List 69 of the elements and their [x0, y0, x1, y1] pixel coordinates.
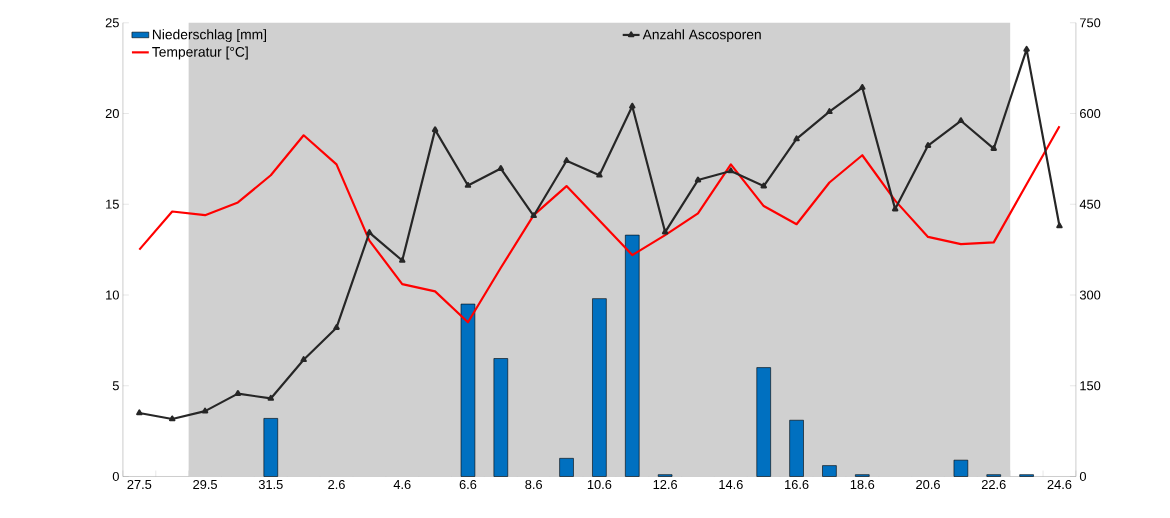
bar — [592, 298, 607, 477]
point — [957, 117, 965, 124]
x-tick-label: 2.6 — [328, 479, 345, 490]
x-tick-label: 27.5 — [127, 479, 152, 490]
point — [694, 176, 702, 183]
x-tick-label: 10.6 — [587, 479, 612, 490]
y2-tick-label: 150 — [1080, 381, 1101, 391]
y2-tick-label: 0 — [1079, 471, 1087, 481]
y2-tick-label: 600 — [1080, 108, 1101, 119]
point — [530, 212, 537, 219]
x-tick-label: 29.5 — [193, 479, 218, 490]
point — [629, 102, 636, 109]
point — [891, 205, 899, 212]
y-tick-label: 20 — [105, 108, 119, 119]
x-tick-label: 22.6 — [981, 479, 1006, 490]
point — [826, 108, 833, 114]
point — [431, 126, 439, 133]
point — [1056, 222, 1063, 229]
point — [563, 157, 570, 163]
y-tick-label: 25 — [105, 18, 119, 28]
x-tick-label: 12.6 — [653, 479, 678, 490]
x-tick-label: 14.6 — [719, 479, 743, 490]
y-tick-label: 15 — [106, 199, 119, 209]
point — [497, 164, 505, 171]
point — [760, 182, 767, 189]
x-tick-label: 24.6 — [1047, 479, 1072, 490]
x-tick-label: 31.5 — [258, 479, 283, 490]
point — [201, 407, 209, 414]
point — [793, 135, 800, 142]
legend-label: Anzahl Ascosporen — [642, 29, 761, 43]
y2-tick-label: 300 — [1079, 290, 1101, 300]
bar — [953, 459, 969, 477]
point — [300, 356, 307, 363]
point — [234, 390, 242, 396]
bar — [822, 465, 837, 477]
bar — [559, 457, 574, 477]
y2-tick-label: 750 — [1080, 18, 1101, 28]
x-tick-label: 6.6 — [459, 479, 477, 490]
point — [727, 167, 735, 174]
point — [661, 228, 669, 235]
point — [333, 324, 340, 330]
legend-label: Niederschlag [mm] — [152, 29, 266, 43]
bar — [460, 303, 476, 477]
y-tick-label: 5 — [112, 381, 119, 391]
point — [168, 415, 176, 422]
point — [990, 145, 997, 151]
y-tick-label: 0 — [112, 471, 119, 481]
legend-label: Temperatur [°C] — [152, 46, 248, 60]
point — [464, 181, 472, 188]
point — [924, 141, 932, 148]
bar — [625, 234, 640, 477]
y-tick-label: 10 — [106, 290, 119, 300]
point — [859, 83, 866, 90]
bar — [263, 418, 279, 477]
x-tick-label: 8.6 — [525, 479, 543, 490]
point — [267, 394, 275, 401]
x-tick-label: 16.6 — [785, 479, 809, 490]
point — [596, 171, 603, 178]
point — [366, 229, 373, 235]
point — [136, 409, 143, 416]
point — [1023, 45, 1030, 52]
y2-tick-label: 450 — [1079, 199, 1101, 209]
point — [399, 256, 406, 263]
x-tick-label: 20.6 — [916, 479, 940, 490]
x-tick-label: 4.6 — [393, 479, 411, 490]
bar — [493, 358, 509, 477]
x-tick-label: 18.6 — [850, 479, 875, 490]
bar — [756, 367, 771, 477]
bar — [789, 419, 804, 477]
